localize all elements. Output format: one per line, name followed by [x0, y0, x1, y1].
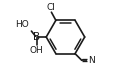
Text: HO: HO [15, 20, 28, 29]
Text: Cl: Cl [46, 3, 55, 12]
Text: N: N [88, 56, 95, 65]
Text: OH: OH [30, 46, 44, 55]
Text: B: B [33, 32, 40, 42]
